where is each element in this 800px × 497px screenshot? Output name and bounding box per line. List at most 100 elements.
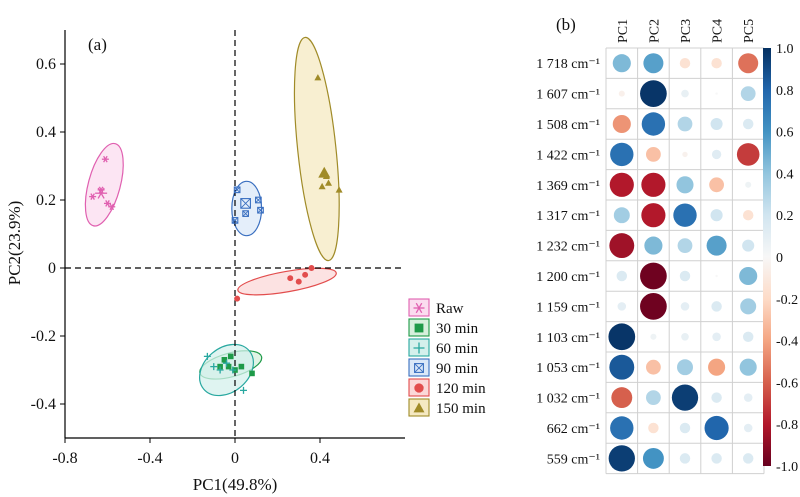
confidence-ellipses <box>84 36 340 397</box>
cell-0-0 <box>612 54 631 73</box>
colorbar-bar <box>763 48 771 466</box>
cell-2-1 <box>641 112 666 136</box>
point-1-4 <box>227 353 234 360</box>
point-2-0 <box>203 352 211 360</box>
cell-13-2 <box>679 453 691 464</box>
cell-3-0 <box>610 142 634 167</box>
legend-label-3: 90 min <box>436 361 479 377</box>
point-2-4 <box>240 386 247 394</box>
cell-7-2 <box>679 270 691 282</box>
point-3-4 <box>231 217 239 224</box>
row-label-3: 1 422 cm⁻¹ <box>536 148 600 163</box>
cell-12-2 <box>679 422 691 434</box>
cell-1-3 <box>715 92 718 95</box>
cell-2-0 <box>612 114 631 134</box>
y-axis-label: PC2(23.9%) <box>5 201 24 286</box>
cell-13-1 <box>642 447 664 469</box>
row-label-11: 1 032 cm⁻¹ <box>536 392 600 407</box>
ellipse-5 <box>293 36 340 262</box>
point-3-2 <box>257 207 264 214</box>
legend-label-2: 60 min <box>436 341 479 357</box>
point-0-0 <box>103 155 108 163</box>
point-5-4 <box>335 186 343 193</box>
y-tick-label: 0 <box>48 260 56 277</box>
row-label-2: 1 508 cm⁻¹ <box>536 118 600 133</box>
cell-10-3 <box>708 358 726 376</box>
colorbar-tick-label: 0.6 <box>776 126 794 141</box>
point-1-3 <box>238 363 245 370</box>
cell-13-4 <box>742 453 754 464</box>
colorbar-tick-label: -0.2 <box>776 293 798 308</box>
cell-11-3 <box>711 392 722 403</box>
point-3-5 <box>240 198 251 209</box>
x-tick-label: -0.8 <box>52 450 77 467</box>
legend-marker-1 <box>414 323 424 333</box>
row-label-8: 1 159 cm⁻¹ <box>536 300 600 315</box>
cell-7-4 <box>739 266 758 286</box>
point-3-0 <box>234 186 241 193</box>
cell-9-1 <box>650 333 657 340</box>
cell-0-4 <box>738 53 759 74</box>
point-5-5 <box>318 182 326 190</box>
cell-3-3 <box>711 149 722 160</box>
cell-11-1 <box>646 390 661 405</box>
cell-2-2 <box>677 116 693 132</box>
column-label-3: PC4 <box>711 19 726 43</box>
column-label-4: PC5 <box>742 19 757 43</box>
colorbar-tick-label: 0.8 <box>776 84 794 99</box>
point-1-0 <box>221 357 228 363</box>
axes: -0.8 -0.4 0 0.4 -0.4 -0.2 0 0.2 0.4 0.6 <box>31 30 405 467</box>
colorbar: 1.0 0.8 0.6 0.4 0.2 0 -0.2 -0.4 -0.6 -0.8 -1.0 <box>763 42 798 475</box>
point-3-3 <box>255 196 262 204</box>
cell-9-0 <box>608 323 636 351</box>
cell-0-2 <box>679 57 691 69</box>
pca-score-plot: (a) -0.8 -0.4 0 0.4 -0.4 -0.2 0 0.2 0.4 0.6 Raw 30… <box>5 30 486 494</box>
point-1-1 <box>225 363 232 370</box>
cell-6-1 <box>644 236 663 255</box>
cell-11-0 <box>611 387 633 409</box>
y-tick-label: 0.4 <box>36 124 56 141</box>
colorbar-tick-label: -1.0 <box>776 460 798 475</box>
legend-marker-0 <box>415 302 423 314</box>
row-label-7: 1 200 cm⁻¹ <box>536 270 600 285</box>
cell-13-3 <box>711 453 722 464</box>
cell-4-2 <box>676 176 694 194</box>
point-4-2 <box>302 271 309 278</box>
cell-12-3 <box>704 415 729 441</box>
cell-8-0 <box>617 302 627 311</box>
point-0-5 <box>97 187 105 199</box>
legend-label-4: 120 min <box>436 381 486 397</box>
point-3-0 <box>233 186 241 194</box>
point-2-3 <box>223 359 230 367</box>
cell-8-2 <box>680 302 690 311</box>
point-1-5 <box>249 370 255 377</box>
colorbar-tick-label: 0 <box>776 251 783 266</box>
point-3-1 <box>242 210 249 217</box>
cell-10-1 <box>646 359 661 375</box>
legend-label-5: 150 min <box>436 401 486 417</box>
row-label-6: 1 232 cm⁻¹ <box>536 240 600 255</box>
cell-4-3 <box>709 177 724 193</box>
point-3-1 <box>242 210 249 217</box>
y-tick-label: 0.2 <box>36 192 56 209</box>
row-label-10: 1 053 cm⁻¹ <box>536 361 600 376</box>
cell-5-1 <box>641 203 666 228</box>
colorbar-tick-label: 0.2 <box>776 209 794 224</box>
cell-5-2 <box>673 203 697 227</box>
cell-1-1 <box>640 80 667 107</box>
point-3-3 <box>255 196 262 204</box>
legend-marker-4 <box>414 383 424 393</box>
point-5-2 <box>322 172 330 179</box>
cell-2-4 <box>742 118 754 130</box>
cell-0-1 <box>643 53 664 74</box>
cell-4-1 <box>641 172 666 197</box>
panel-b-label: (b) <box>556 15 576 34</box>
point-4-1 <box>287 275 294 282</box>
point-4-3 <box>308 265 315 271</box>
column-label-2: PC3 <box>679 19 694 43</box>
cell-11-2 <box>671 384 699 411</box>
colorbar-tick-label: -0.4 <box>776 335 798 350</box>
x-tick-label: 0.4 <box>310 450 330 467</box>
cell-9-4 <box>742 331 754 343</box>
